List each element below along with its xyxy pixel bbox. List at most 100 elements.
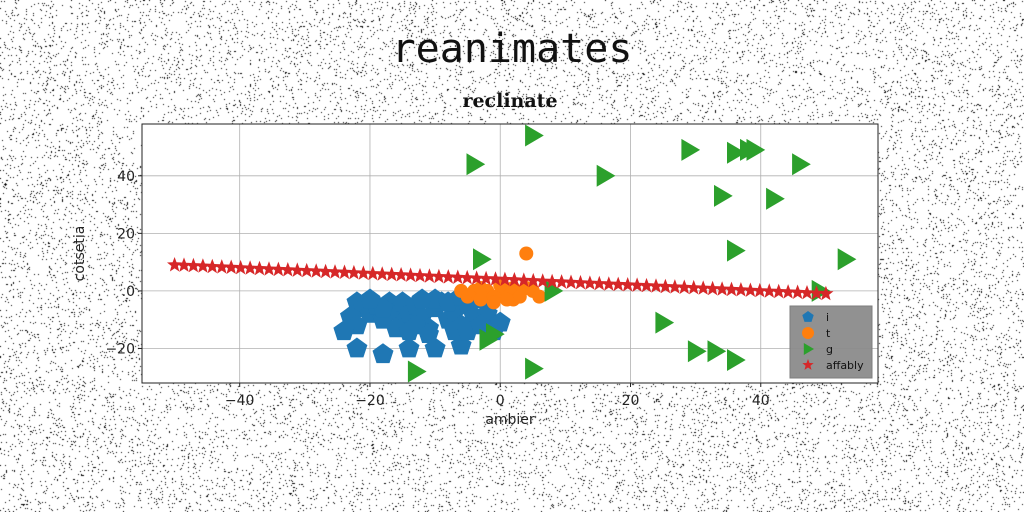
data-point [374, 266, 390, 281]
chart-title: reclinate [462, 90, 558, 112]
legend: itg affably [789, 305, 873, 379]
data-marks [167, 124, 857, 383]
data-point [657, 278, 673, 294]
data-point [355, 265, 371, 280]
data-point [808, 285, 825, 300]
legend-marker [802, 311, 814, 322]
data-point [790, 284, 806, 299]
data-point [251, 260, 268, 276]
data-point [261, 261, 277, 276]
data-point [372, 343, 394, 364]
data-point [601, 276, 617, 291]
plot-frame [141, 123, 879, 384]
data-point [638, 277, 655, 293]
data-point [727, 349, 746, 371]
data-point [705, 280, 721, 296]
data-point [532, 289, 547, 304]
data-point [473, 281, 488, 296]
data-point [506, 272, 522, 287]
data-point [733, 282, 749, 297]
data-point [346, 264, 362, 280]
data-point [204, 258, 220, 274]
data-point [497, 271, 513, 287]
data-point [582, 275, 598, 290]
legend-label: i [826, 311, 829, 324]
data-point [707, 340, 727, 363]
data-point [771, 283, 787, 299]
data-point [233, 259, 249, 275]
data-point [525, 124, 544, 147]
data-point [412, 267, 428, 283]
data-point [398, 320, 420, 341]
x-tick-label: 40 [752, 393, 770, 409]
data-point [837, 248, 857, 271]
data-point [346, 337, 368, 358]
data-point [544, 273, 560, 289]
data-point [554, 274, 570, 289]
data-point [393, 267, 409, 282]
y-tick-label: 40 [117, 169, 135, 185]
data-point [686, 279, 702, 295]
legend-marker [803, 343, 814, 355]
data-point [318, 263, 334, 279]
legend-label: g [826, 343, 833, 356]
series-g [407, 124, 857, 383]
data-point [289, 262, 305, 277]
data-point [727, 141, 746, 164]
data-point [473, 248, 492, 271]
data-point [299, 262, 315, 278]
data-point [799, 285, 815, 300]
data-point [780, 284, 796, 299]
data-point [535, 273, 551, 288]
data-point [470, 314, 492, 335]
data-point [525, 357, 544, 380]
legend-marker [802, 327, 814, 339]
data-point [478, 270, 494, 286]
legend-marker [802, 359, 814, 370]
data-point [450, 269, 466, 284]
x-tick-label: 0 [496, 393, 505, 409]
data-point [398, 337, 420, 358]
data-point [667, 279, 683, 294]
figure-suptitle: reanimates [391, 26, 633, 72]
legend-label: t [826, 327, 831, 340]
data-point [336, 264, 353, 279]
data-point [308, 263, 324, 278]
y-axis-label: cotsetia [72, 226, 88, 282]
y-tick-label: −20 [105, 341, 135, 357]
data-point [499, 292, 514, 307]
data-point [563, 274, 579, 289]
data-point [489, 311, 511, 332]
data-point [681, 138, 701, 161]
data-point [723, 281, 740, 297]
x-tick-label: −40 [225, 393, 255, 409]
data-point [516, 272, 532, 287]
x-axis-label: ambier [485, 412, 535, 428]
data-point [695, 280, 711, 295]
data-point [487, 271, 504, 286]
data-point [411, 288, 433, 309]
data-point [185, 257, 202, 273]
series-i [333, 285, 511, 364]
data-point [327, 264, 343, 279]
data-point [714, 281, 730, 296]
data-point [512, 289, 527, 304]
y-tick-label: 20 [117, 226, 135, 242]
data-point [610, 276, 626, 292]
data-point [359, 288, 381, 309]
data-point [167, 257, 183, 272]
data-point [766, 187, 785, 210]
data-point [746, 138, 766, 161]
data-point [384, 266, 400, 282]
x-tick-label: 20 [622, 393, 640, 409]
legend-label: affably [826, 359, 864, 372]
data-point [431, 268, 447, 284]
data-point [655, 311, 675, 334]
data-point [280, 262, 296, 277]
data-point [676, 279, 692, 294]
data-point [223, 259, 239, 274]
data-point [525, 272, 541, 288]
data-point [242, 260, 258, 275]
data-point [792, 153, 811, 176]
data-point [596, 164, 616, 187]
